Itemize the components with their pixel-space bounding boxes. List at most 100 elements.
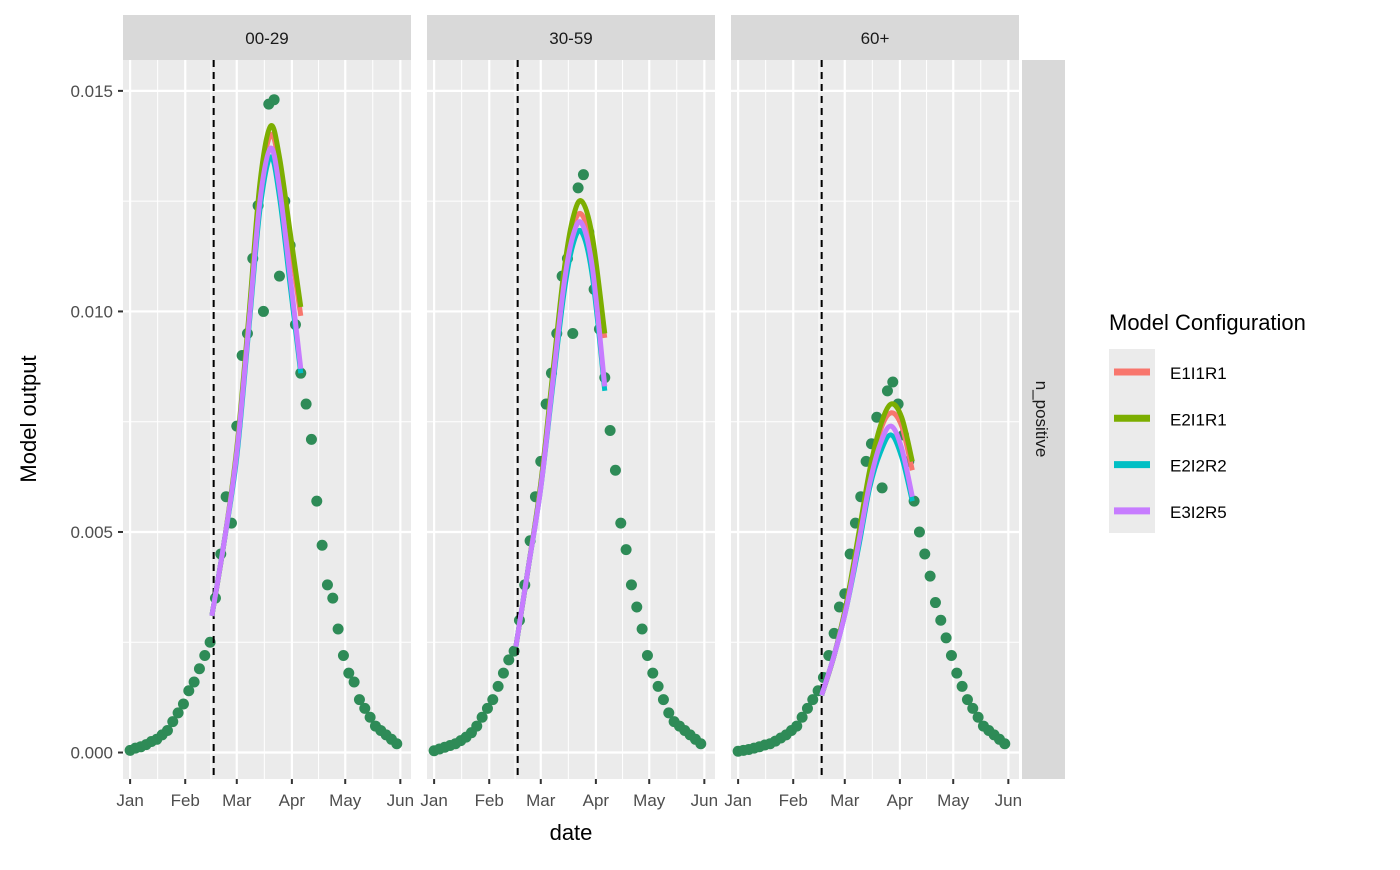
observed-point xyxy=(567,327,579,339)
observed-point xyxy=(999,738,1011,750)
observed-point xyxy=(316,539,328,551)
x-tick-label: Jan xyxy=(116,791,143,810)
observed-point xyxy=(257,305,269,317)
observed-point xyxy=(951,667,963,679)
observed-point xyxy=(647,667,659,679)
observed-point xyxy=(604,425,616,437)
panel-background xyxy=(427,60,715,779)
y-tick-label: 0.010 xyxy=(70,302,113,321)
x-tick-label: May xyxy=(937,791,970,810)
observed-point xyxy=(321,579,333,591)
observed-point xyxy=(620,544,632,556)
x-tick-label: Jun xyxy=(995,791,1022,810)
observed-point xyxy=(972,711,984,723)
legend-label: E2I1R1 xyxy=(1170,410,1227,429)
model-line-E3I2R5 xyxy=(209,145,304,617)
x-tick-label: Mar xyxy=(830,791,860,810)
y-tick-label: 0.000 xyxy=(70,744,113,763)
y-tick-label: 0.015 xyxy=(70,82,113,101)
observed-point xyxy=(199,649,211,661)
observed-point xyxy=(833,601,845,613)
observed-point xyxy=(887,376,899,388)
observed-point xyxy=(353,694,365,706)
observed-point xyxy=(492,680,504,692)
strip-label: 60+ xyxy=(861,29,890,48)
observed-point xyxy=(609,464,621,476)
observed-point xyxy=(956,680,968,692)
observed-point xyxy=(641,649,653,661)
observed-point xyxy=(337,649,349,661)
observed-point xyxy=(935,614,947,626)
legend-label: E3I2R5 xyxy=(1170,503,1227,522)
observed-point xyxy=(929,597,941,609)
model-line-E3I2R5 xyxy=(513,219,608,648)
observed-point xyxy=(663,707,675,719)
observed-point xyxy=(193,663,205,675)
observed-point xyxy=(919,548,931,560)
observed-point xyxy=(476,711,488,723)
panel-60+: 60+ Jan Feb Mar Apr May Jun xyxy=(724,15,1022,810)
observed-point xyxy=(471,720,483,732)
x-tick-label: Apr xyxy=(583,791,610,810)
panel-background xyxy=(123,60,411,779)
observed-point xyxy=(577,169,589,181)
x-tick-label: Apr xyxy=(887,791,914,810)
legend-title: Model Configuration xyxy=(1109,310,1306,335)
observed-point xyxy=(791,720,803,732)
x-tick-label: Apr xyxy=(279,791,306,810)
observed-point xyxy=(332,623,344,635)
observed-point xyxy=(305,433,317,445)
observed-point xyxy=(636,623,648,635)
panel-30-59: 30-59 Jan Feb Mar Apr May Jun xyxy=(420,15,718,810)
observed-point xyxy=(161,724,173,736)
y-axis: 0.000 0.005 0.010 0.015 xyxy=(70,82,123,763)
x-tick-label: Jan xyxy=(724,791,751,810)
observed-point xyxy=(167,716,179,728)
observed-point xyxy=(871,411,883,423)
strip-label: 00-29 xyxy=(245,29,288,48)
observed-point xyxy=(615,517,627,529)
observed-point xyxy=(572,182,584,194)
observed-point xyxy=(695,738,707,750)
observed-point xyxy=(652,680,664,692)
observed-point xyxy=(913,526,925,538)
observed-point xyxy=(391,738,403,750)
y-axis-title: Model output xyxy=(16,355,41,482)
observed-point xyxy=(300,398,312,410)
observed-point xyxy=(348,676,360,688)
panels: 00-29 Jan Feb Mar Apr May Jun 30-59 Jan Feb Mar Apr… xyxy=(116,15,1022,810)
observed-point xyxy=(343,667,355,679)
observed-point xyxy=(503,654,515,666)
observed-point xyxy=(945,649,957,661)
x-tick-label: Feb xyxy=(475,791,504,810)
row-strip-label: n_positive xyxy=(1032,381,1051,458)
observed-point xyxy=(177,698,189,710)
observed-point xyxy=(940,632,952,644)
strip xyxy=(427,15,715,60)
observed-point xyxy=(961,694,973,706)
observed-point xyxy=(327,592,339,604)
x-tick-label: Jan xyxy=(420,791,447,810)
strip xyxy=(731,15,1019,60)
observed-point xyxy=(881,385,893,397)
observed-point xyxy=(311,495,323,507)
observed-point xyxy=(172,707,184,719)
x-tick-label: Mar xyxy=(222,791,252,810)
observed-point xyxy=(188,676,200,688)
observed-point xyxy=(364,711,376,723)
observed-point xyxy=(359,702,371,714)
x-axis-title: date xyxy=(550,820,593,845)
legend-label: E2I2R2 xyxy=(1170,457,1227,476)
legend: Model Configuration E1I1R1 E2I1R1 E2I2R2 E3… xyxy=(1109,310,1306,533)
observed-point xyxy=(807,694,819,706)
observed-point xyxy=(487,694,499,706)
observed-point xyxy=(876,482,888,494)
observed-point xyxy=(625,579,637,591)
legend-label: E1I1R1 xyxy=(1170,364,1227,383)
observed-point xyxy=(497,667,509,679)
strip xyxy=(123,15,411,60)
x-tick-label: May xyxy=(329,791,362,810)
observed-point xyxy=(631,601,643,613)
row-strip: n_positive xyxy=(1022,60,1065,779)
